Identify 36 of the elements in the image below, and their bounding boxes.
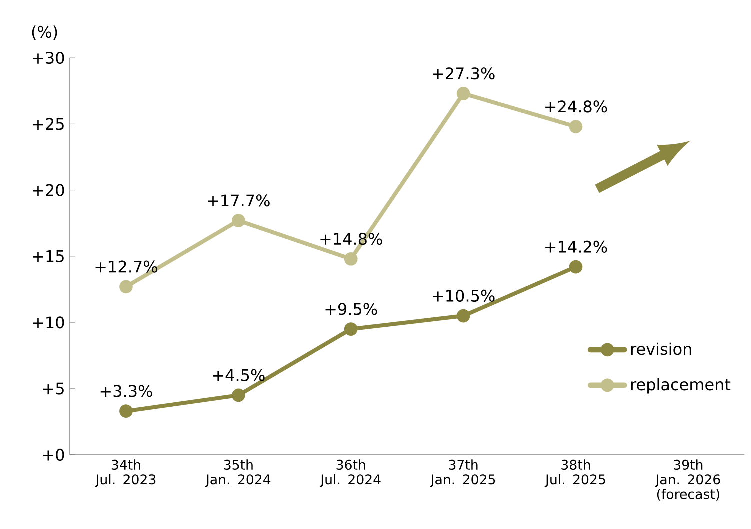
y-tick-label: +20 [33, 184, 64, 196]
point [120, 404, 133, 418]
data-label: +24.8% [546, 100, 608, 113]
data-label: +14.8% [320, 232, 382, 246]
y-tick-label: +30 [33, 52, 64, 64]
data-label: +4.5% [213, 369, 265, 382]
y-tick-label: +15 [33, 250, 64, 262]
y-tick-label: +5 [43, 382, 64, 395]
data-label: +9.5% [326, 303, 378, 316]
x-tick-label: 36th Jul. 2024 [320, 460, 381, 488]
data-label: +3.3% [100, 385, 152, 398]
point [569, 260, 583, 274]
x-tick-label: 35th Jan. 2024 [205, 460, 271, 488]
point [456, 87, 470, 100]
x-tick-label: 39th Jan. 2026 (forecast) [655, 460, 720, 501]
point [120, 280, 133, 294]
x-tick-label: 34th Jul. 2023 [95, 460, 156, 488]
point [569, 120, 583, 134]
y-axis-title: (%) [32, 26, 58, 40]
point [344, 322, 358, 336]
legend-label: replacement [631, 378, 731, 394]
data-label: +12.7% [96, 260, 158, 273]
point [232, 214, 246, 228]
y-tick-label: +25 [33, 118, 64, 130]
y-tick-label: +10 [33, 316, 64, 329]
data-label: +14.2% [546, 240, 608, 254]
point [344, 252, 358, 266]
point [456, 309, 470, 323]
data-label: +10.5% [433, 290, 495, 302]
y-tick-label: +0 [43, 448, 64, 462]
x-tick-label: 38th Jul. 2025 [544, 460, 606, 488]
x-tick-label: 37th Jan. 2025 [430, 460, 496, 488]
legend-label: revision [631, 342, 692, 356]
data-label: +27.3% [433, 68, 495, 80]
data-label: +17.7% [208, 194, 270, 207]
point [232, 388, 246, 402]
